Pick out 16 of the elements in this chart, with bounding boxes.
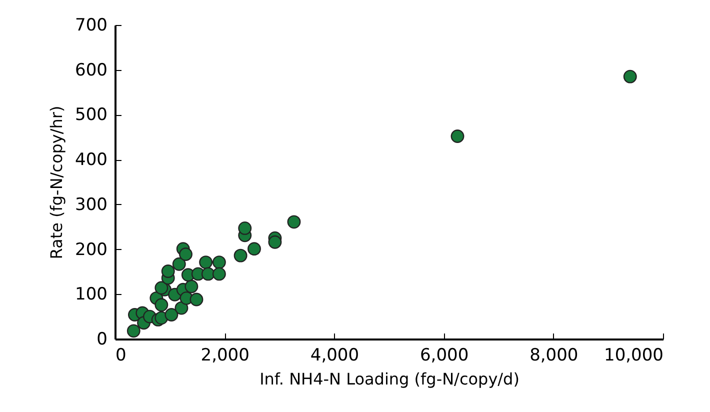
y-tick-label: 700 (75, 16, 108, 36)
x-tick-label: 0 (116, 346, 126, 366)
y-tick-label: 300 (75, 194, 108, 215)
y-tick-label: 100 (75, 284, 108, 305)
y-axis-title: Rate (fg-N/copy/hr) (47, 106, 66, 260)
x-tick-label: 6,000 (420, 346, 469, 366)
y-tick-label: 400 (75, 150, 108, 170)
x-tick-label: 8,000 (530, 346, 578, 366)
x-tick-label: 10,000 (604, 346, 664, 366)
y-tick-label: 500 (75, 105, 108, 126)
y-tick-label: 600 (75, 60, 108, 80)
x-axis-title: Inf. NH4-N Loading (fg-N/copy/d) (260, 370, 520, 388)
y-tick-label: 200 (75, 240, 108, 260)
x-tick-label: 4,000 (310, 346, 360, 366)
x-tick-label: 2,000 (200, 346, 250, 366)
y-tick-label: 0 (96, 330, 108, 350)
